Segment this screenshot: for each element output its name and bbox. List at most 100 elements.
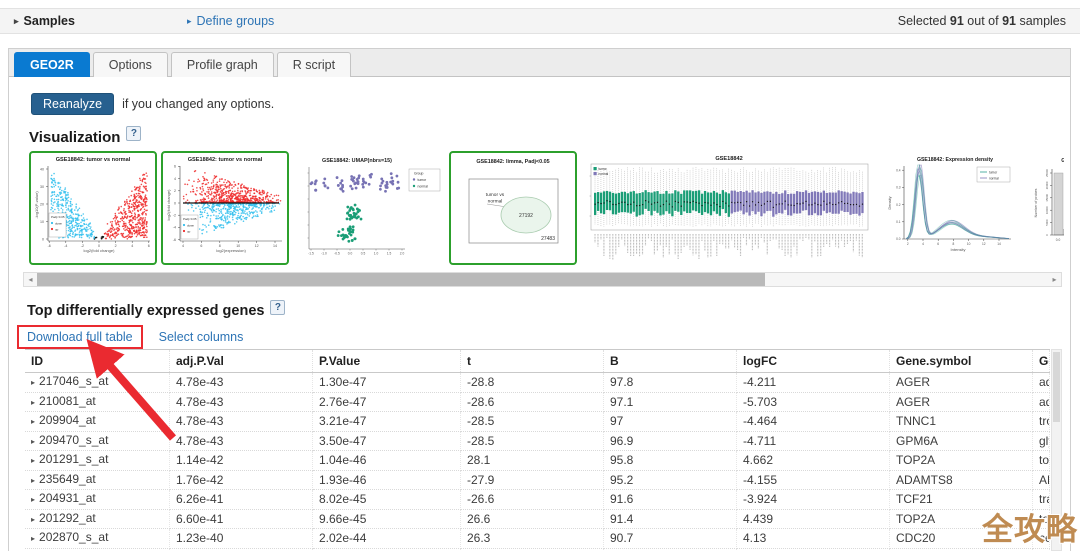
select-columns-link[interactable]: Select columns — [158, 330, 244, 344]
svg-text:12: 12 — [255, 244, 259, 248]
svg-text:6: 6 — [200, 244, 202, 248]
gene-id-cell[interactable]: ▸ 201292_at — [25, 509, 170, 529]
svg-text:4: 4 — [922, 242, 924, 246]
svg-text:0: 0 — [98, 244, 100, 248]
cell-Gene.title: advanced glycosylation end-... — [1032, 372, 1050, 393]
svg-text:25000: 25000 — [1045, 169, 1049, 177]
svg-text:0.0: 0.0 — [896, 237, 901, 241]
viz-thumbnail-histogram[interactable]: GSE1884 0 5000 10000 15000 20000 25000 Number o… — [1023, 151, 1064, 265]
tab-r-script[interactable]: R script — [276, 52, 352, 77]
reanalyze-hint: if you changed any options. — [122, 97, 275, 111]
cell-B: 96.9 — [603, 431, 737, 451]
expand-caret-icon: ▸ — [31, 436, 36, 446]
gene-id-cell[interactable]: ▸ 209904_at — [25, 411, 170, 432]
svg-text:log2(expression): log2(expression) — [216, 248, 246, 253]
viz-thumbnail-boxplot[interactable]: GSE18842 tumor normal — [581, 150, 877, 266]
geo2r-panel: GEO2R Options Profile graph R script Rea… — [8, 48, 1071, 551]
cell-Gene.title: troponin C1, slow skeletal a... — [1032, 411, 1050, 432]
expand-caret-icon: ▸ — [31, 456, 36, 465]
cell-P.Value: 3.21e-47 — [312, 411, 461, 432]
svg-text:-6: -6 — [48, 244, 51, 248]
cell-logFC: 3.958 — [736, 548, 890, 551]
svg-text:-0.5: -0.5 — [334, 252, 340, 256]
viz-thumbnail-venn-diagram[interactable]: GSE18842: limma, Padj<0.05 tumor vs normal… — [449, 151, 577, 265]
svg-text:-2: -2 — [81, 244, 84, 248]
table-header-row: IDadj.P.ValP.ValuetBlogFCGene.symbolGene… — [25, 349, 1050, 373]
watermark: 全攻略 — [982, 512, 1078, 547]
gene-id-cell[interactable]: ▸ 204931_at — [25, 489, 170, 510]
gene-id-cell[interactable]: ▸ 201291_s_at — [25, 450, 170, 471]
gene-id-cell[interactable]: ▸ 210081_at — [25, 392, 170, 412]
svg-text:GSE18842: UMAP(nbrs=15): GSE18842: UMAP(nbrs=15) — [322, 158, 392, 164]
download-full-table-link[interactable]: Download full table — [27, 330, 133, 344]
define-groups-link[interactable]: ▸ Define groups — [187, 14, 274, 28]
column-header-adj.P.Val[interactable]: adj.P.Val — [169, 349, 313, 373]
vscrollbar-thumb[interactable] — [1053, 352, 1060, 422]
gene-id-cell[interactable]: ▸ 209470_s_at — [25, 431, 170, 451]
gene-id-cell[interactable]: ▸ 235649_at — [25, 470, 170, 490]
tab-geo2r[interactable]: GEO2R — [14, 52, 90, 77]
svg-text:GSE1884: GSE1884 — [1061, 158, 1064, 164]
cell-B: 95.2 — [603, 470, 737, 490]
tab-profile-graph[interactable]: Profile graph — [170, 52, 274, 77]
scrollbar-track[interactable] — [37, 273, 1048, 286]
viz-thumbnail-volcano-plot[interactable]: GSE18842: tumor vs normal 0 10 20 30 40 -6 -4 -2… — [29, 151, 157, 265]
cell-B: 97 — [603, 411, 737, 432]
svg-text:2: 2 — [174, 189, 176, 193]
define-groups-label: Define groups — [196, 14, 275, 28]
svg-text:0.0: 0.0 — [348, 252, 353, 256]
table-row: ▸ 209470_s_at 4.78e-43 3.50e-47 -28.5 96.9 -4.… — [25, 431, 1050, 451]
svg-text:2.0: 2.0 — [400, 252, 405, 256]
cell-P.Value: 1.30e-47 — [312, 372, 461, 393]
viz-thumbnail-expression-density[interactable]: GSE18842: Expression density 0.0 0.1 0.2 0.3… — [881, 151, 1019, 265]
expand-caret-icon: ▸ — [31, 475, 36, 485]
gene-id-cell[interactable]: ▸ 217046_s_at — [25, 372, 170, 393]
cell-logFC: 4.662 — [736, 450, 890, 471]
svg-text:up: up — [187, 229, 191, 233]
cell-t: 28.1 — [460, 450, 604, 471]
reanalyze-button[interactable]: Reanalyze — [31, 93, 115, 115]
gene-id-cell[interactable]: ▸ 202870_s_at — [25, 528, 170, 549]
svg-text:10: 10 — [236, 244, 240, 248]
cell-t: -28.5 — [460, 431, 604, 451]
scroll-left-arrow-icon[interactable]: ◂ — [28, 275, 33, 284]
column-header-ID[interactable]: ID — [25, 349, 170, 373]
svg-text:GSE18842: tumor vs normal: GSE18842: tumor vs normal — [188, 157, 263, 163]
help-icon[interactable]: ? — [270, 299, 286, 315]
viz-thumbnail-mean-difference-plot[interactable]: GSE18842: tumor vs normal -6 -4 -2 0 2 4 6 4 6 8 10… — [161, 151, 289, 265]
svg-text:Number of probes: Number of probes — [1034, 188, 1038, 217]
cell-logFC: -3.924 — [736, 489, 890, 510]
cell-logFC: -4.464 — [736, 411, 890, 432]
svg-text:27192: 27192 — [519, 213, 533, 219]
samples-toggle[interactable]: ▸ Samples — [14, 14, 75, 28]
column-header-P.Value[interactable]: P.Value — [312, 349, 461, 373]
cell-t: -28.6 — [460, 392, 604, 412]
svg-text:tumor: tumor — [599, 167, 608, 171]
cell-logFC: -4.155 — [736, 470, 890, 490]
cell-Gene.title: cell division cycle 20 — [1032, 528, 1050, 549]
cell-P.Value: 9.66e-45 — [312, 509, 461, 529]
column-header-t[interactable]: t — [460, 349, 604, 373]
column-header-Gene.symbol[interactable]: Gene.symbol — [889, 349, 1033, 373]
tab-options[interactable]: Options — [92, 52, 168, 77]
svg-text:12: 12 — [982, 242, 986, 246]
svg-text:15000: 15000 — [1045, 193, 1049, 201]
cell-B: 90.3 — [603, 548, 737, 551]
scroll-right-arrow-icon[interactable]: ▸ — [1052, 275, 1057, 284]
column-header-logFC[interactable]: logFC — [736, 349, 890, 373]
column-header-B[interactable]: B — [603, 349, 737, 373]
samples-label: Samples — [23, 14, 75, 28]
svg-text:-2: -2 — [173, 214, 176, 218]
viz-thumbnail-umap-plot[interactable]: GSE18842: UMAP(nbrs=15) -1.5 -1.0 -0.5 0.0 0.… — [293, 151, 445, 265]
help-icon[interactable]: ? — [126, 126, 142, 141]
cell-P.Value: 1.93e-46 — [312, 470, 461, 490]
cell-Gene.symbol: TCF21 — [889, 489, 1033, 510]
svg-text:2: 2 — [907, 242, 909, 246]
expand-caret-icon: ▸ — [31, 417, 36, 426]
cell-Gene.title: transcription factor 21 — [1032, 489, 1050, 510]
expand-caret-icon: ▸ — [31, 378, 36, 387]
svg-text:1.5: 1.5 — [387, 252, 392, 256]
scrollbar-thumb[interactable] — [37, 273, 765, 286]
column-header-Gene.title[interactable]: Gene.title — [1032, 349, 1050, 373]
horizontal-scrollbar[interactable]: ◂ ▸ — [23, 272, 1062, 287]
